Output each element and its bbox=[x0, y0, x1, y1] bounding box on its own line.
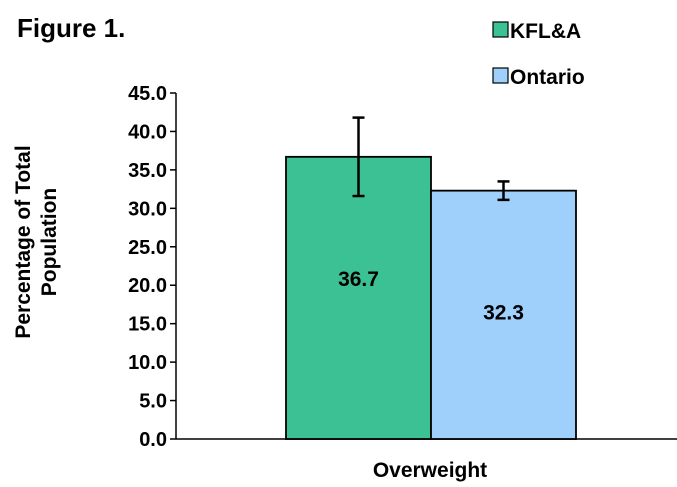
legend: KFL&A Ontario bbox=[492, 20, 585, 89]
legend-label-kfla: KFL&A bbox=[510, 20, 581, 43]
y-ticks: 0.0 5.0 10.0 15.0 20.0 25.0 30.0 35.0 40.0 45.0 bbox=[128, 83, 176, 451]
y-tick-label: 0.0 bbox=[139, 429, 167, 451]
error-bar-kfla bbox=[352, 116, 365, 198]
legend-swatch-kfla bbox=[492, 21, 509, 38]
y-tick-label: 5.0 bbox=[139, 391, 167, 413]
figure-title: Figure 1. bbox=[17, 13, 125, 43]
y-axis-title: Percentage of Total Population bbox=[12, 145, 61, 338]
y-tick-label: 40.0 bbox=[128, 121, 167, 143]
y-tick-label: 10.0 bbox=[128, 352, 167, 374]
y-tick-label: 45.0 bbox=[128, 83, 167, 105]
x-category-label: Overweight bbox=[373, 459, 487, 482]
y-tick-label: 35.0 bbox=[128, 160, 167, 182]
y-axis-title-line-1: Percentage of Total bbox=[12, 145, 35, 338]
legend-swatch-ontario bbox=[492, 67, 509, 84]
y-tick-label: 30.0 bbox=[128, 198, 167, 220]
y-tick-label: 25.0 bbox=[128, 237, 167, 259]
error-bar-ontario bbox=[497, 180, 510, 202]
bar-value-label-kfla: 36.7 bbox=[338, 268, 379, 291]
bar-kfla bbox=[285, 155, 432, 440]
bars: 36.7 32.3 bbox=[285, 116, 577, 440]
y-tick-label: 20.0 bbox=[128, 275, 167, 297]
bar-value-label-ontario: 32.3 bbox=[483, 302, 524, 325]
y-tick-label: 15.0 bbox=[128, 314, 167, 336]
bar-ontario bbox=[430, 189, 577, 440]
y-axis-title-line-2: Population bbox=[38, 188, 61, 297]
legend-label-ontario: Ontario bbox=[510, 66, 585, 89]
